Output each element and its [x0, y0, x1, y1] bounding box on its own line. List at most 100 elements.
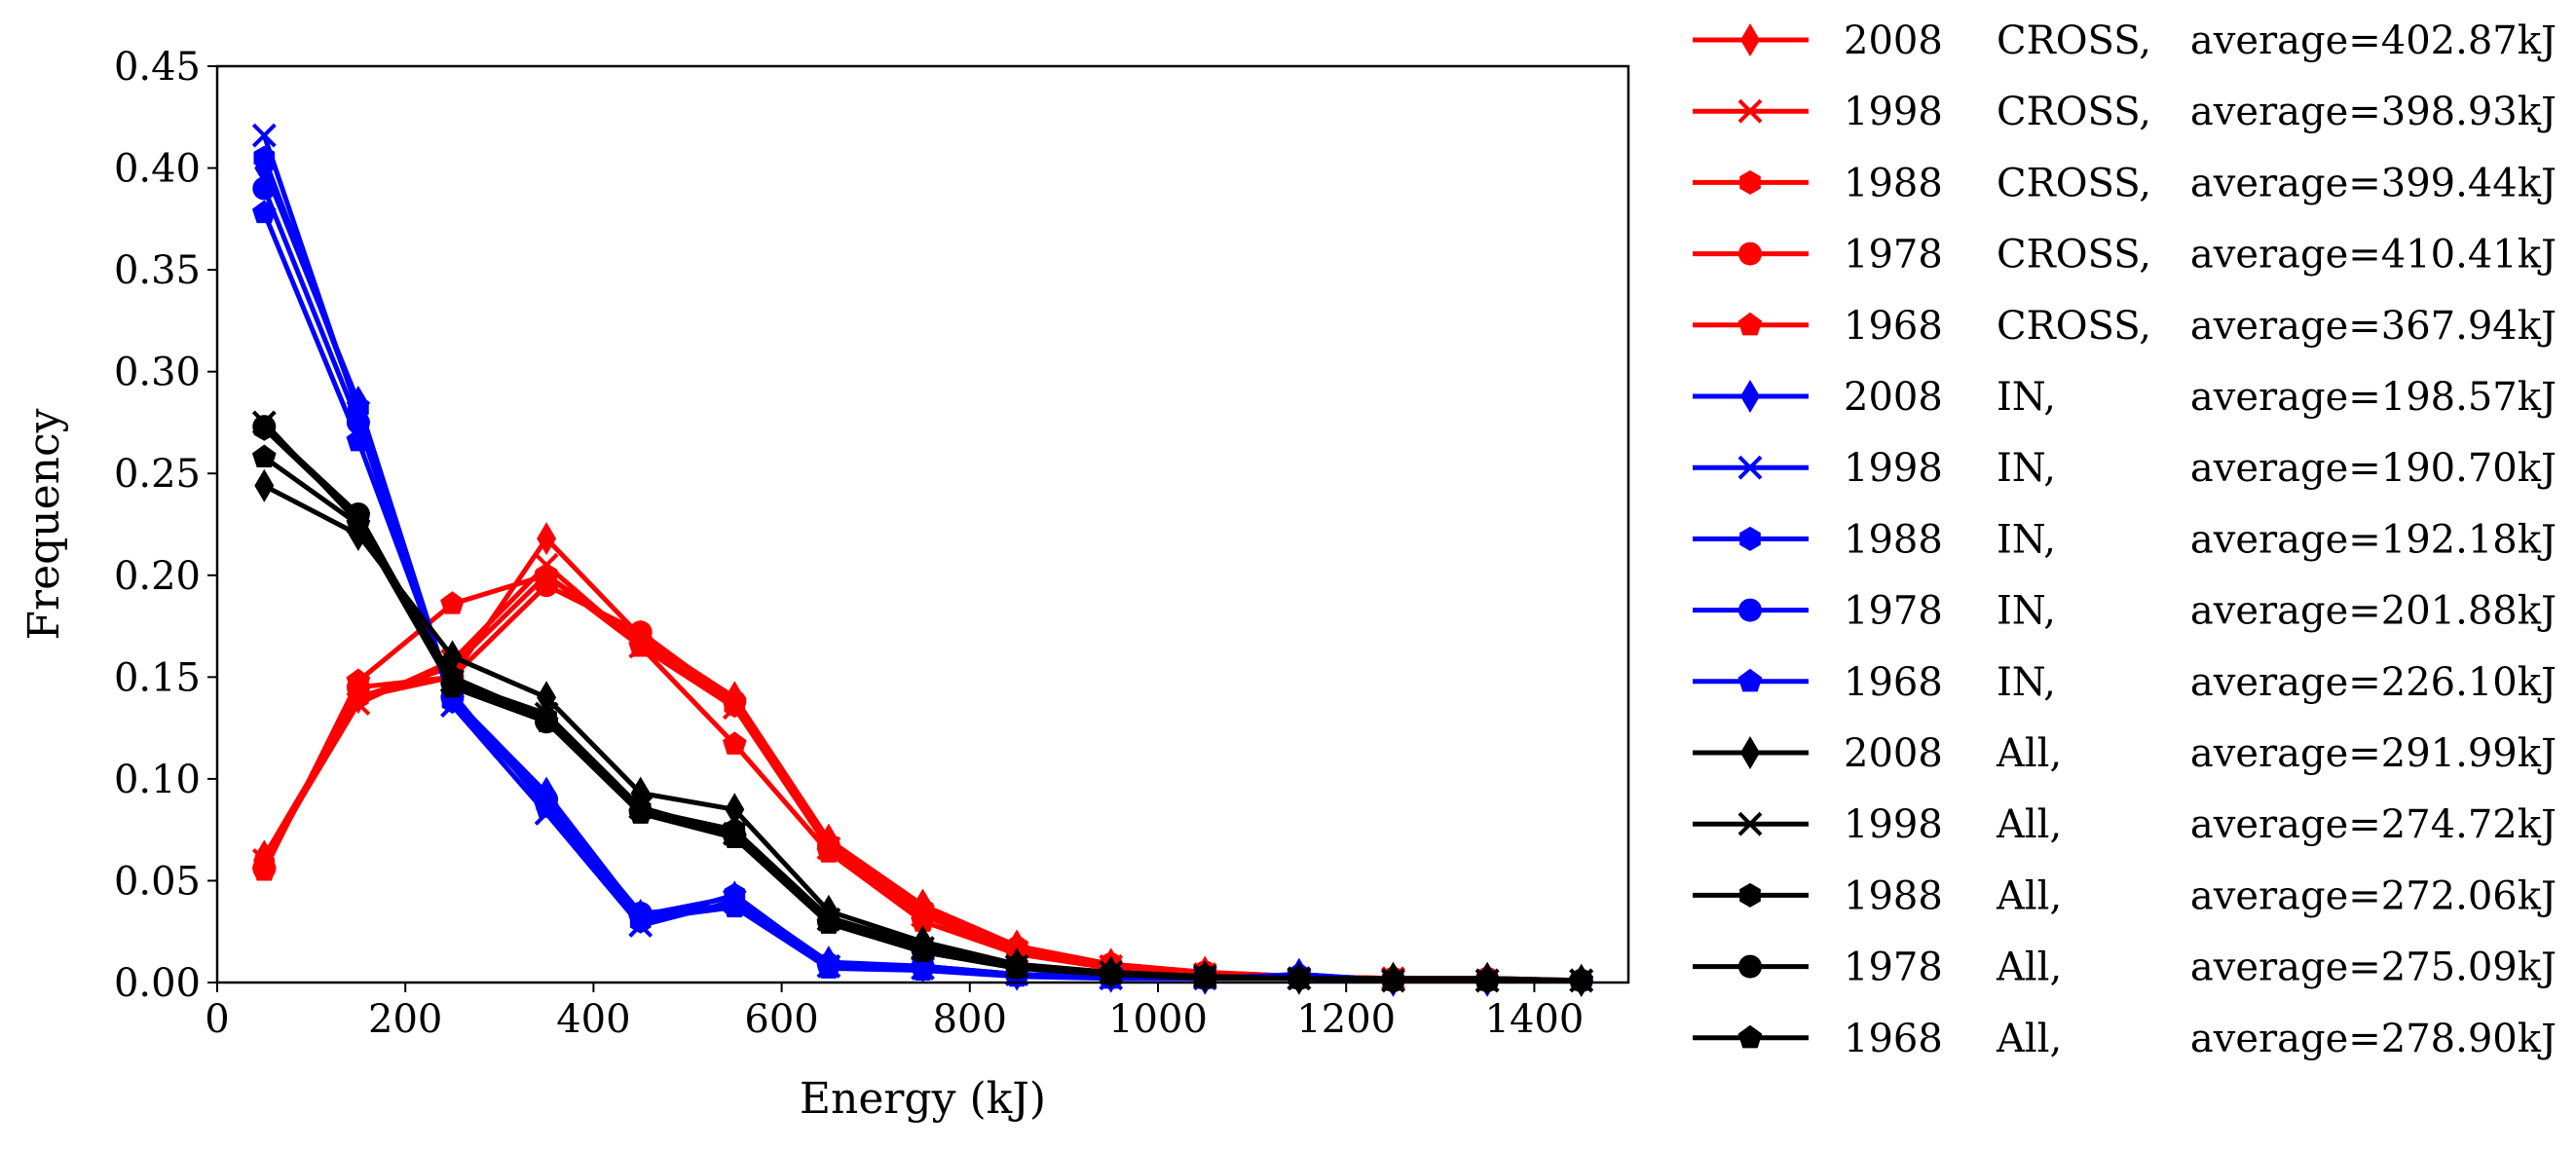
data-point: [911, 957, 935, 982]
legend-entry: 2008 All, average=291.99kJ: [1693, 731, 2557, 776]
data-point: [722, 894, 747, 918]
legend-group: IN,: [1997, 375, 2056, 420]
legend-entry: 1988 IN, average=192.18kJ: [1693, 517, 2557, 562]
pentagon-marker-shape: [440, 591, 465, 614]
series-1968-all: [251, 444, 1594, 991]
legend-average: average=190.70kJ: [2190, 446, 2557, 491]
data-point: [1004, 955, 1029, 979]
legend-year: 2008: [1844, 19, 1943, 63]
pentagon-marker-shape: [816, 910, 841, 934]
data-point: [816, 839, 841, 863]
series-2008-in: [254, 151, 1591, 997]
pentagon-marker-shape: [628, 800, 653, 824]
legend-year: 2008: [1844, 731, 1943, 776]
data-point: [1381, 967, 1405, 991]
legend-group: CROSS,: [1997, 19, 2151, 63]
legend-average: average=275.09kJ: [2190, 946, 2557, 990]
legend-marker: [1737, 98, 1763, 124]
data-point: [725, 793, 745, 827]
data-point: [628, 907, 653, 930]
legend-year: 1998: [1844, 802, 1943, 847]
legend-marker: [1739, 882, 1761, 908]
legend-entry: 1988 CROSS, average=399.44kJ: [1693, 161, 2557, 205]
data-point: [534, 709, 559, 732]
y-tick-label: 0.00: [114, 961, 201, 1006]
series-line: [261, 167, 1582, 983]
legend-marker: [1738, 241, 1762, 266]
legend-year: 1978: [1844, 589, 1943, 634]
legend-year: 1968: [1844, 304, 1943, 349]
legend-year: 1988: [1844, 517, 1943, 562]
plot-frame: [215, 64, 1630, 984]
legend-entry: 1978 CROSS, average=410.41kJ: [1693, 233, 2557, 278]
data-point: [252, 176, 277, 201]
data-point: [628, 620, 653, 645]
data-point: [911, 909, 935, 932]
data-point: [534, 562, 559, 586]
x-tick-label: 400: [556, 997, 630, 1042]
y-tick-label: 0.05: [114, 859, 201, 904]
data-point: [628, 800, 653, 824]
legend-group: All,: [1996, 946, 2062, 990]
legend-entry: 1988 All, average=272.06kJ: [1693, 873, 2557, 918]
pentagon-marker-shape: [628, 907, 653, 930]
data-point: [252, 415, 277, 439]
diamond-marker-shape: [725, 793, 745, 827]
pentagon-marker-shape: [816, 839, 841, 863]
data-point: [254, 468, 275, 502]
pentagon-marker-shape: [628, 634, 653, 657]
data-point: [816, 955, 841, 979]
data-point: [911, 939, 935, 963]
legend-group: CROSS,: [1997, 90, 2151, 134]
legend-group: CROSS,: [1997, 233, 2151, 278]
circle-marker-shape: [252, 415, 277, 439]
x-tick-label: 1400: [1485, 997, 1585, 1042]
pentagon-marker-shape: [1381, 967, 1405, 991]
legend-year: 2008: [1844, 375, 1943, 420]
diamond-marker-shape: [537, 681, 557, 715]
x-marker-shape: [251, 123, 277, 148]
legend-entry: 2008 IN, average=198.57kJ: [1693, 375, 2557, 420]
data-point: [534, 795, 559, 818]
legend-marker: [1738, 598, 1762, 622]
x-tick-label: 800: [933, 997, 1007, 1042]
x-tick-label: 0: [205, 997, 229, 1042]
diamond-marker-shape: [254, 468, 275, 502]
legend-year: 1998: [1844, 90, 1943, 134]
y-tick-label: 0.30: [114, 351, 201, 395]
pentagon-marker-shape: [346, 511, 371, 536]
legend-year: 1998: [1844, 446, 1943, 491]
y-tick-label: 0.10: [114, 758, 201, 802]
legend-marker: [1737, 1024, 1763, 1049]
data-point: [723, 689, 747, 714]
circle-marker-shape: [628, 620, 653, 645]
y-tick-label: 0.35: [114, 248, 201, 293]
y-tick-label: 0.15: [114, 655, 201, 700]
series-line: [261, 134, 1582, 983]
legend-average: average=226.10kJ: [2190, 660, 2557, 705]
axes: 0 200 400 600 800 1000 1200 1400 0.00 0.05 0.10 0.1…: [19, 45, 1584, 1124]
pentagon-marker-shape: [722, 825, 747, 849]
pentagon-marker-shape: [722, 894, 747, 918]
hexagon-marker-shape: [1739, 526, 1761, 551]
legend-entry: 1978 All, average=275.09kJ: [1693, 946, 2557, 990]
data-point: [1569, 967, 1594, 991]
x-tick-label: 600: [744, 997, 818, 1042]
data-point: [440, 591, 465, 614]
legend-average: average=399.44kJ: [2190, 161, 2557, 205]
data-point: [1099, 961, 1124, 985]
y-tick-label: 0.45: [114, 45, 201, 90]
legend-average: average=274.72kJ: [2190, 802, 2557, 847]
series-1978-in: [252, 176, 1593, 992]
legend-average: average=192.18kJ: [2190, 517, 2557, 562]
x-tick-label: 1000: [1108, 997, 1208, 1042]
data-point: [628, 634, 653, 657]
pentagon-marker-shape: [346, 668, 371, 692]
legend-marker: [1737, 811, 1763, 836]
data-point: [1475, 967, 1500, 991]
legend-marker: [1739, 169, 1761, 195]
pentagon-marker-shape: [816, 955, 841, 979]
series-1998-in: [251, 123, 1594, 993]
legend-average: average=402.87kJ: [2190, 19, 2557, 63]
